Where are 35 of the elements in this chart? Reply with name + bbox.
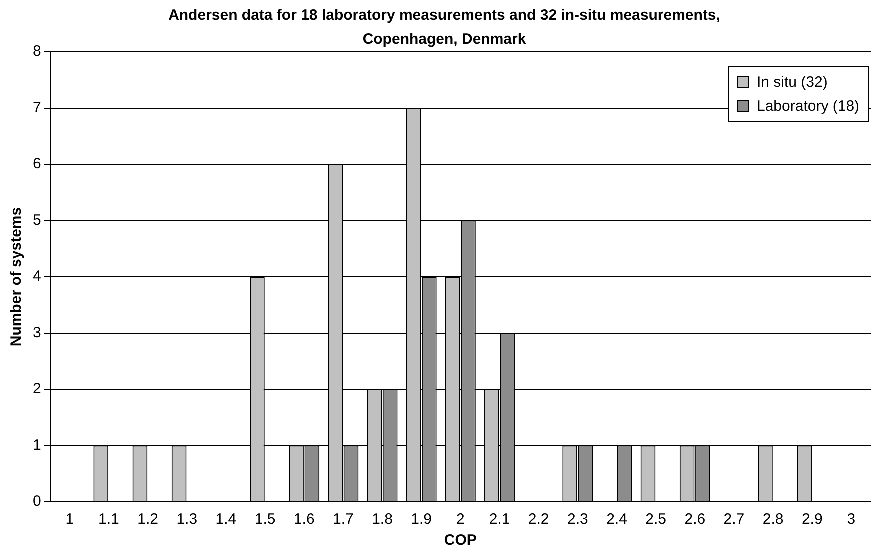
y-tick-label: 3 <box>33 324 42 342</box>
x-tick-label: 2.1 <box>489 511 510 528</box>
y-tick-label: 5 <box>33 212 42 229</box>
x-tick-label: 2.6 <box>684 511 706 528</box>
x-tick-label: 1.4 <box>216 511 237 528</box>
x-tick-label: 2.7 <box>724 511 745 528</box>
y-tick-label: 0 <box>33 493 42 510</box>
x-tick-label: 2 <box>456 511 465 528</box>
x-tick-label: 2.9 <box>802 511 823 528</box>
x-tick-label: 3 <box>847 511 856 528</box>
x-tick-label: 1.6 <box>294 511 315 528</box>
x-tick-label: 1.7 <box>333 511 354 528</box>
x-tick-label: 2.8 <box>762 511 784 528</box>
x-tick-label: 1.1 <box>98 511 120 528</box>
x-tick-label: 2.5 <box>646 511 666 528</box>
x-tick-label: 1.5 <box>254 511 276 528</box>
x-tick-label: 2.4 <box>606 511 628 528</box>
x-tick-label: 1.9 <box>411 511 432 528</box>
x-tick-label: 2.3 <box>567 511 588 528</box>
y-axis-title: Number of systems <box>8 207 26 347</box>
y-tick-label: 7 <box>33 99 42 116</box>
legend-label: Laboratory (18) <box>757 98 860 114</box>
legend-label: In situ (32) <box>757 74 828 90</box>
y-tick-label: 6 <box>33 156 42 173</box>
y-tick-label: 8 <box>33 43 42 60</box>
x-tick-label: 1 <box>66 511 74 528</box>
y-tick-label: 4 <box>33 268 42 286</box>
y-tick-label: 2 <box>33 380 42 398</box>
x-tick-label: 1.2 <box>138 511 158 528</box>
x-tick-label: 2.2 <box>528 511 550 528</box>
x-tick-label: 1.3 <box>176 511 198 528</box>
x-tick-label: 1.8 <box>372 511 393 528</box>
x-axis-title: COP <box>444 532 477 550</box>
y-tick-label: 1 <box>33 436 42 454</box>
chart-title: Andersen data for 18 laboratory measurements and 32 in-situ measurements, Copenhagen, Denmark <box>168 6 722 50</box>
